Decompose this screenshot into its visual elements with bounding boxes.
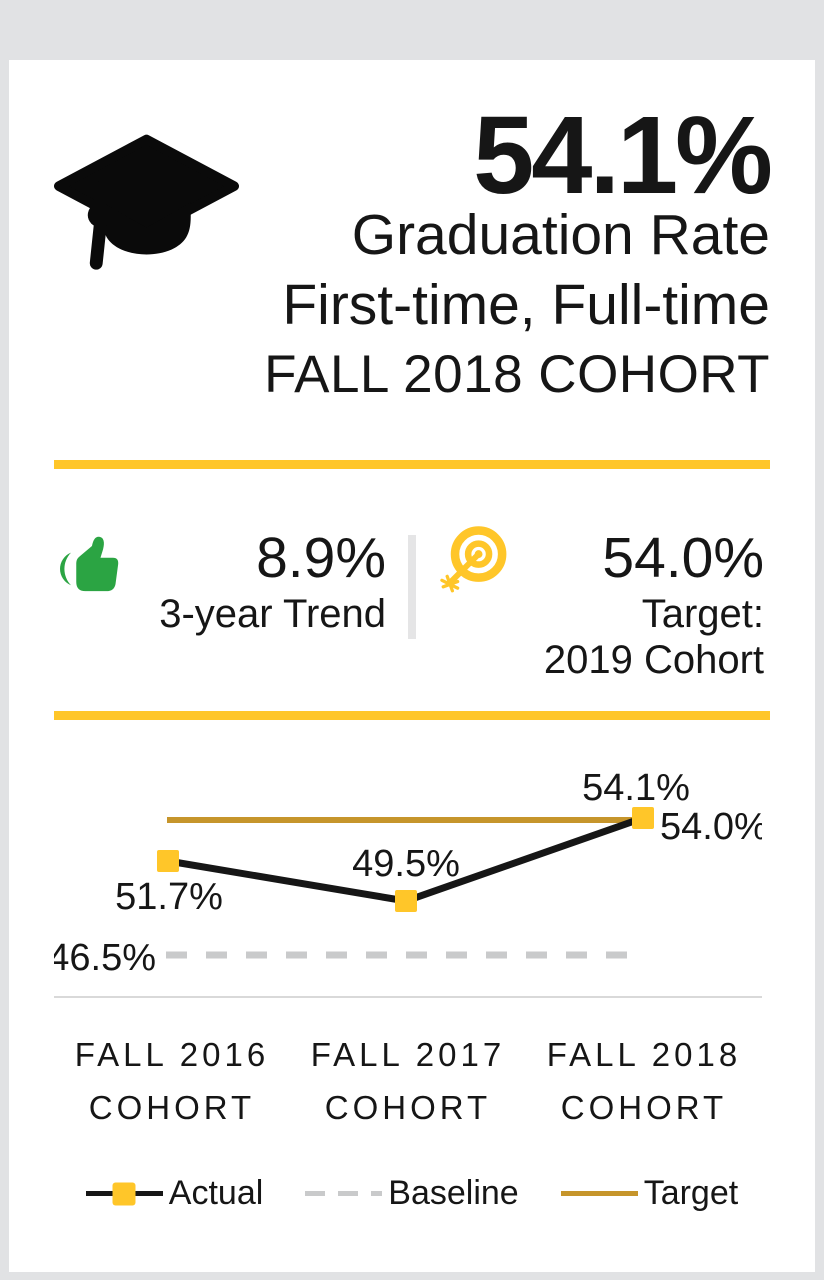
target-label-line1: Target:	[641, 592, 764, 636]
trend-line-chart: 51.7% 49.5% 54.1% 46.5% 54.0%	[54, 767, 762, 998]
actual-point-label: 51.7%	[115, 876, 223, 918]
legend-label-actual: Actual	[168, 1174, 264, 1212]
legend-swatch-actual	[85, 1182, 163, 1205]
chart-legend: Actual Baseline Target	[54, 1174, 770, 1213]
header: 54.1% Graduation Rate First-time, Full-t…	[54, 94, 773, 410]
x-axis-label: FALL 2017 COHORT	[310, 1036, 506, 1126]
legend-marker-actual	[112, 1182, 136, 1205]
trend-stat: 8.9% 3-year Trend	[54, 519, 408, 637]
x-axis-label: FALL 2016 COHORT	[74, 1036, 270, 1126]
headline-metric: Graduation Rate	[351, 203, 770, 267]
actual-point-label: 54.1%	[582, 767, 690, 809]
trend-value: 8.9%	[256, 526, 386, 590]
baseline-label: 46.5%	[54, 937, 156, 979]
headline-population: First-time, Full-time	[282, 273, 770, 337]
legend-item-baseline: Baseline	[305, 1174, 519, 1213]
header-text: 54.1% Graduation Rate First-time, Full-t…	[254, 94, 773, 410]
legend-item-actual: Actual	[85, 1174, 264, 1213]
target-text: 54.0% Target: 2019 Cohort	[510, 519, 770, 683]
legend-item-target: Target	[560, 1174, 739, 1213]
actual-marker	[157, 850, 179, 872]
bullseye-target-icon	[438, 519, 510, 601]
trend-label: 3-year Trend	[159, 592, 386, 636]
legend-swatch-target	[560, 1191, 638, 1196]
x-axis-label: FALL 2018 COHORT	[546, 1036, 742, 1126]
actual-point-label: 49.5%	[352, 843, 460, 885]
trend-text: 8.9% 3-year Trend	[126, 519, 408, 637]
divider-bottom	[54, 711, 770, 720]
target-value: 54.0%	[602, 526, 764, 590]
target-label-line2: 2019 Cohort	[543, 638, 764, 682]
legend-label-target: Target	[643, 1174, 739, 1212]
x-axis: FALL 2016 COHORT FALL 2017 COHORT FALL 2018 C…	[54, 1028, 762, 1134]
target-stat: 54.0% Target: 2019 Cohort	[416, 519, 770, 683]
legend-label-baseline: Baseline	[388, 1174, 519, 1212]
actual-marker	[632, 807, 654, 829]
divider-top	[54, 460, 770, 469]
stats-row: 8.9% 3-year Trend 54.0% Target: 2019 Coh…	[54, 519, 770, 683]
stats-divider	[408, 535, 416, 639]
headline-value: 54.1%	[473, 94, 773, 217]
actual-marker	[395, 890, 417, 912]
target-label: 54.0%	[660, 806, 762, 848]
headline-cohort: FALL 2018 COHORT	[264, 345, 770, 404]
graduation-cap-icon	[54, 112, 254, 410]
graduation-rate-scorecard: 54.1% Graduation Rate First-time, Full-t…	[9, 60, 815, 1272]
thumbs-up-icon	[54, 519, 126, 603]
legend-swatch-baseline	[305, 1191, 383, 1196]
